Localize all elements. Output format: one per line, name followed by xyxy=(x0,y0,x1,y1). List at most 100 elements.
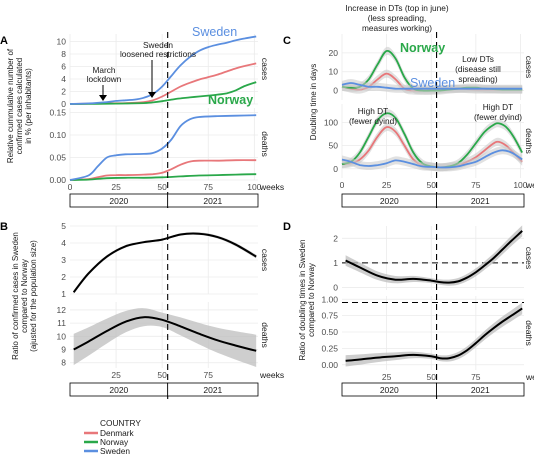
x-tick-label: 0 xyxy=(340,180,345,190)
y-tick-label: 4 xyxy=(61,238,66,248)
x-tick-label: 100 xyxy=(247,182,261,192)
x-axis-title: weeks xyxy=(259,370,284,380)
confidence-band xyxy=(342,146,523,172)
annotation-high-dt-1: High DT (fewer dyind) xyxy=(349,106,397,126)
y-tick-label: 10 xyxy=(329,67,339,77)
facet-label: cases xyxy=(524,247,534,269)
y-tick-label: 2 xyxy=(333,233,338,243)
y-tick-label: 0.15 xyxy=(49,108,66,118)
y-tick-label: 11 xyxy=(57,318,66,328)
series-line-sweden xyxy=(69,114,257,181)
y-tick-label: 5 xyxy=(61,221,66,231)
series-line-norway xyxy=(69,81,257,105)
svg-text:High DT: High DT xyxy=(483,102,513,112)
strip-label-2020: 2020 xyxy=(109,385,128,395)
y-tick-label: 0 xyxy=(333,164,338,174)
panel-label-c: C xyxy=(283,35,291,47)
strip-label-2020: 2020 xyxy=(380,196,399,206)
x-tick-label: 0 xyxy=(68,182,73,192)
confidence-band xyxy=(73,232,257,295)
x-tick-label: 50 xyxy=(157,182,167,192)
y-tick-label: 0.05 xyxy=(49,153,66,163)
y-tick-label: 0 xyxy=(333,86,338,96)
strip-label-2021: 2021 xyxy=(471,196,490,206)
y-tick-label: 0.75 xyxy=(321,311,338,321)
y-tick-label: 0 xyxy=(61,99,66,109)
y-tick-label: 0.50 xyxy=(321,327,338,337)
annotation-increase-dts: Increase in DTs (top in june) (less spre… xyxy=(345,3,449,33)
panel-d-ylabel: Ratio of doubling times in Sweden compar… xyxy=(298,240,316,361)
series-line-denmark xyxy=(69,159,257,181)
x-axis-title: weeks xyxy=(259,182,284,192)
facet-label: cases xyxy=(260,58,270,80)
svg-text:High DT: High DT xyxy=(358,106,388,116)
fitted-line xyxy=(345,307,523,362)
y-tick-label: 100 xyxy=(324,118,338,128)
strip-box-2021 xyxy=(167,382,259,397)
annotation-march-lockdown: March lockdown xyxy=(87,65,122,101)
legend-label-norway: Norway xyxy=(100,437,129,447)
panel-d: 0 1 2 cases 0.00 0.25 0.50 0.75 1.00 deaths 25 50 75… xyxy=(321,224,534,399)
svg-text:(ajusted for the population si: (ajusted for the population size) xyxy=(29,240,38,352)
facet-a-deaths: 0.00 0.05 0.10 0.15 deaths xyxy=(49,108,270,186)
year-strip: 2020 2021 xyxy=(69,382,259,397)
x-tick-label: 25 xyxy=(382,372,392,382)
facet-label: deaths xyxy=(260,131,270,157)
panel-label-a: A xyxy=(0,35,8,47)
x-tick-label: 75 xyxy=(471,180,481,190)
x-tick-label: 100 xyxy=(513,180,527,190)
x-axis-title: weeks xyxy=(525,180,534,190)
facet-a-cases: 0 2 4 6 8 10 cases xyxy=(57,34,270,109)
y-tick-label: 12 xyxy=(57,305,67,315)
year-strip: 2020 2021 xyxy=(69,193,259,208)
x-tick-label: 75 xyxy=(471,372,481,382)
y-tick-label: 0.00 xyxy=(49,175,66,185)
svg-text:Relative cummulative number of: Relative cummulative number of xyxy=(6,48,15,163)
facet-label: cases xyxy=(260,249,270,271)
y-tick-label: 8 xyxy=(61,358,66,368)
x-tick-label: 50 xyxy=(157,370,167,380)
panel-a-ylabel: Relative cummulative number of confirmed… xyxy=(6,48,33,163)
x-tick-label: 25 xyxy=(111,370,121,380)
svg-text:Ratio of confirmed cases in Sw: Ratio of confirmed cases in Sweden xyxy=(11,232,20,360)
x-axis-title: weeks xyxy=(525,372,534,382)
annotation-norway-c: Norway xyxy=(400,41,445,55)
annotation-norway-a: Norway xyxy=(208,93,253,107)
y-tick-label: 0.00 xyxy=(321,360,338,370)
panel-c-ylabel: Doubling time in days xyxy=(309,64,318,140)
strip-box-2021 xyxy=(436,193,525,208)
legend-label-denmark: Denmark xyxy=(100,428,135,438)
strip-label-2021: 2021 xyxy=(203,385,222,395)
panel-label-b: B xyxy=(0,221,8,233)
year-strip: 2020 2021 xyxy=(341,193,525,208)
annotation-high-dt-2: High DT (fewer dyind) xyxy=(474,102,522,122)
svg-text:(less spreading,: (less spreading, xyxy=(368,13,427,23)
x-tick-label: 25 xyxy=(382,180,392,190)
legend-label-sweden: Sweden xyxy=(100,446,130,456)
svg-text:Low DTs: Low DTs xyxy=(462,54,494,64)
series-line-sweden xyxy=(341,149,523,169)
y-tick-label: 2 xyxy=(61,272,66,282)
svg-text:measures working): measures working) xyxy=(362,23,432,33)
facet-label: deaths xyxy=(524,320,534,346)
panel-label-d: D xyxy=(283,221,291,233)
svg-text:(fewer dyind): (fewer dyind) xyxy=(474,112,522,122)
facet-d-cases: 0 1 2 cases xyxy=(333,225,534,293)
svg-text:lockdown: lockdown xyxy=(87,74,122,84)
y-tick-label: 2 xyxy=(61,87,66,97)
svg-text:March: March xyxy=(92,65,115,75)
panel-a: 0 2 4 6 8 10 cases 0.00 0.05 0.10 0.15 deaths 0 25 50 7… xyxy=(49,32,284,210)
strip-label-2020: 2020 xyxy=(109,196,128,206)
y-tick-label: 20 xyxy=(329,48,339,58)
fitted-line xyxy=(73,316,257,352)
svg-text:loosened restrictions: loosened restrictions xyxy=(120,49,196,59)
y-tick-label: 0.10 xyxy=(49,130,66,140)
y-tick-label: 10 xyxy=(57,37,67,47)
series-line-sweden xyxy=(341,82,523,90)
fitted-line xyxy=(72,232,257,293)
strip-label-2021: 2021 xyxy=(471,385,490,395)
annotation-low-dts: Low DTs (disease still spreading) xyxy=(455,54,501,84)
